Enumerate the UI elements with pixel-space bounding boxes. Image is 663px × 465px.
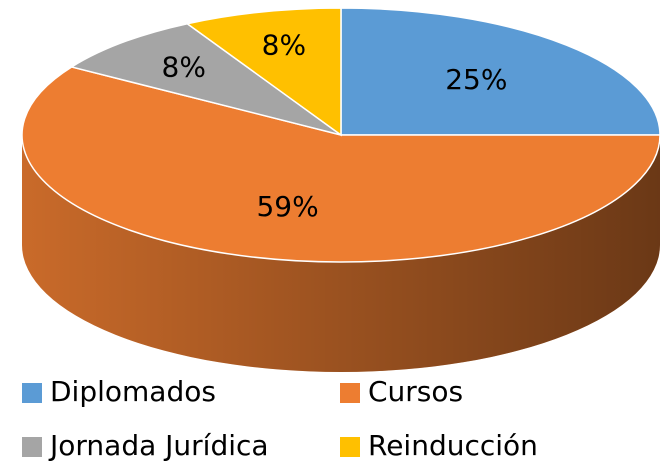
legend-label: Diplomados — [50, 375, 216, 408]
data-label: 8% — [162, 50, 206, 83]
data-label: 59% — [256, 190, 318, 223]
pie-slice — [69, 22, 342, 136]
legend-swatch — [22, 383, 42, 403]
pie-slice — [21, 66, 661, 263]
legend-label: Reinducción — [368, 429, 538, 462]
data-label: 8% — [262, 28, 306, 61]
pie-slice — [185, 7, 342, 137]
pie-slice — [340, 7, 661, 136]
legend-label: Jornada Jurídica — [48, 429, 269, 462]
legend-swatch — [22, 437, 42, 457]
legend-swatch — [340, 437, 360, 457]
legend-label: Cursos — [368, 375, 463, 408]
pie-side-shade — [22, 135, 660, 372]
legend-swatch — [340, 383, 360, 403]
data-label: 25% — [445, 63, 507, 96]
